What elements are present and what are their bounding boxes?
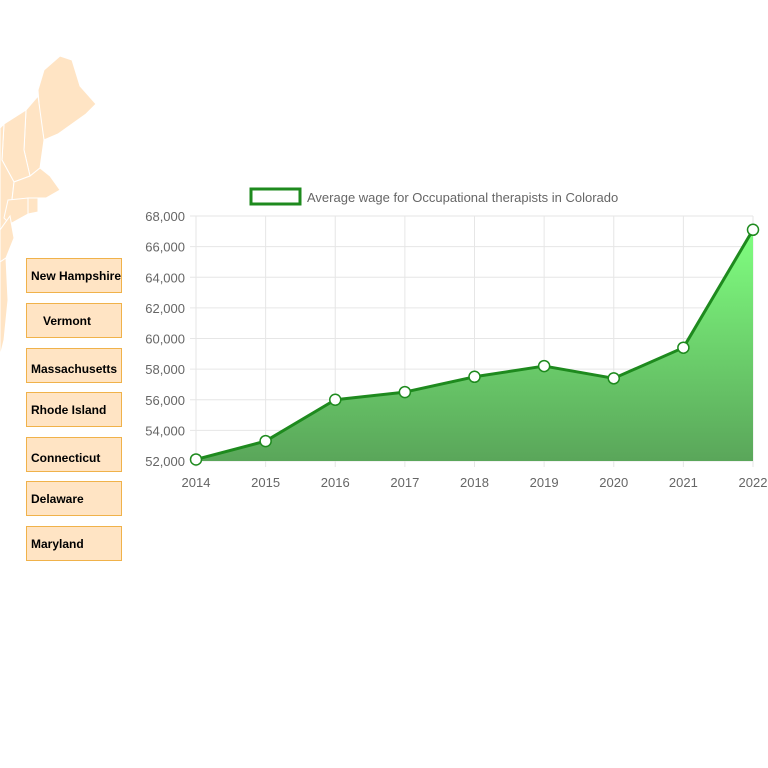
data-point[interactable] bbox=[746, 223, 760, 237]
state-label-vermont[interactable]: Vermont bbox=[26, 303, 122, 338]
state-label-new-hampshire[interactable]: New Hampshire bbox=[26, 258, 122, 293]
x-tick-label: 2017 bbox=[390, 475, 419, 490]
y-tick-label: 66,000 bbox=[145, 240, 185, 255]
state-label-massachusetts[interactable]: Massachusetts bbox=[26, 348, 122, 383]
data-point[interactable] bbox=[329, 393, 342, 406]
y-tick-label: 54,000 bbox=[145, 423, 185, 438]
data-point[interactable] bbox=[537, 359, 551, 373]
x-tick-label: 2016 bbox=[321, 475, 350, 490]
chart-points-layer bbox=[189, 223, 760, 466]
chart-legend[interactable]: Average wage for Occupational therapists… bbox=[249, 187, 618, 206]
y-tick-label: 56,000 bbox=[145, 393, 185, 408]
x-tick-label: 2021 bbox=[669, 475, 698, 490]
data-point[interactable] bbox=[607, 372, 620, 385]
x-tick-label: 2015 bbox=[251, 475, 280, 490]
map-state-rhode-island bbox=[27, 197, 39, 215]
data-point[interactable] bbox=[677, 341, 690, 354]
x-tick-label: 2020 bbox=[599, 475, 628, 490]
x-tick-label: 2019 bbox=[530, 475, 559, 490]
data-point[interactable] bbox=[189, 453, 203, 466]
y-tick-label: 58,000 bbox=[145, 362, 185, 377]
x-tick-label: 2022 bbox=[739, 475, 768, 490]
state-label-delaware[interactable]: Delaware bbox=[26, 481, 122, 516]
x-tick-label: 2018 bbox=[460, 475, 489, 490]
legend-swatch bbox=[249, 187, 302, 206]
x-tick-label: 2014 bbox=[182, 475, 211, 490]
legend-label: Average wage for Occupational therapists… bbox=[307, 190, 618, 205]
y-tick-label: 62,000 bbox=[145, 301, 185, 316]
y-tick-label: 64,000 bbox=[145, 270, 185, 285]
y-axis-ticks: 52,000 54,000 56,000 58,000 60,000 62,000 64,0… bbox=[145, 209, 185, 469]
map-state-southern-edge bbox=[0, 257, 9, 357]
x-axis-ticks: 2014 2015 2016 2017 2018 2019 2020 2021 2022 bbox=[182, 475, 768, 490]
y-tick-label: 60,000 bbox=[145, 332, 185, 347]
state-label-maryland[interactable]: Maryland bbox=[26, 526, 122, 561]
data-point[interactable] bbox=[259, 434, 272, 448]
state-label-rhode-island[interactable]: Rhode Island bbox=[26, 392, 122, 427]
state-label-connecticut[interactable]: Connecticut bbox=[26, 437, 122, 472]
map-state-new-jersey bbox=[0, 214, 15, 263]
y-tick-label: 68,000 bbox=[145, 209, 185, 224]
data-point[interactable] bbox=[468, 370, 481, 384]
data-point[interactable] bbox=[398, 385, 412, 399]
y-tick-label: 52,000 bbox=[145, 454, 185, 469]
